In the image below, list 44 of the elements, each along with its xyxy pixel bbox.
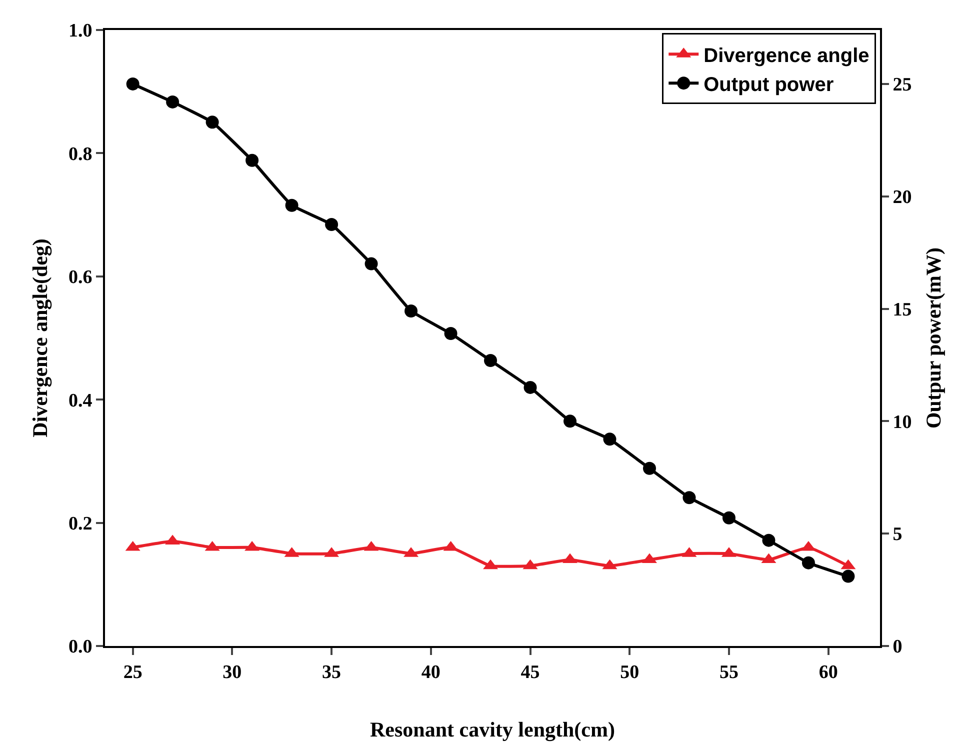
point bbox=[206, 116, 219, 129]
point bbox=[603, 432, 616, 446]
point bbox=[802, 556, 815, 570]
point bbox=[325, 218, 338, 231]
point bbox=[642, 462, 656, 475]
x-tick-label: 60 bbox=[818, 662, 838, 683]
point bbox=[364, 257, 378, 270]
x-tick-label: 35 bbox=[322, 662, 342, 683]
y2-tick-label: 25 bbox=[892, 74, 912, 96]
y-tick-label: 0.0 bbox=[68, 636, 92, 658]
point bbox=[722, 511, 736, 524]
point bbox=[285, 198, 298, 212]
point bbox=[564, 414, 576, 428]
legend-label: Output power bbox=[704, 74, 834, 96]
point bbox=[682, 491, 696, 504]
y-tick-label: 0.6 bbox=[68, 267, 92, 288]
x-axis-title: Resonant cavity length(cm) bbox=[370, 718, 615, 742]
y-tick-label: 0.2 bbox=[68, 513, 92, 534]
point bbox=[484, 354, 498, 367]
x-tick-label: 45 bbox=[520, 662, 540, 683]
y2-tick-label: 0 bbox=[892, 636, 902, 658]
x-tick-label: 40 bbox=[421, 662, 440, 683]
legend-label: Divergence angle bbox=[704, 44, 870, 67]
y2-tick-label: 15 bbox=[892, 299, 912, 320]
y-axis-title: Divergence angle(deg) bbox=[28, 238, 52, 438]
x-tick-label: 50 bbox=[620, 662, 640, 683]
point bbox=[524, 380, 537, 394]
x-tick-label: 55 bbox=[719, 662, 738, 683]
x-tick-label: 30 bbox=[222, 662, 242, 683]
y2-axis-title: Outpur power(mW) bbox=[922, 247, 946, 429]
y2-tick-label: 10 bbox=[892, 412, 912, 433]
y-tick-label: 1.0 bbox=[68, 20, 92, 42]
point bbox=[246, 154, 259, 167]
y-tick-label: 0.8 bbox=[68, 144, 92, 165]
point bbox=[444, 327, 458, 340]
point bbox=[762, 534, 776, 547]
point bbox=[842, 570, 855, 583]
point bbox=[126, 77, 140, 90]
y-tick-label: 0.4 bbox=[68, 390, 93, 412]
point bbox=[166, 95, 180, 108]
point bbox=[404, 304, 418, 318]
y2-tick-label: 5 bbox=[892, 524, 902, 546]
x-tick-label: 25 bbox=[123, 662, 142, 683]
y2-tick-label: 20 bbox=[892, 187, 912, 208]
